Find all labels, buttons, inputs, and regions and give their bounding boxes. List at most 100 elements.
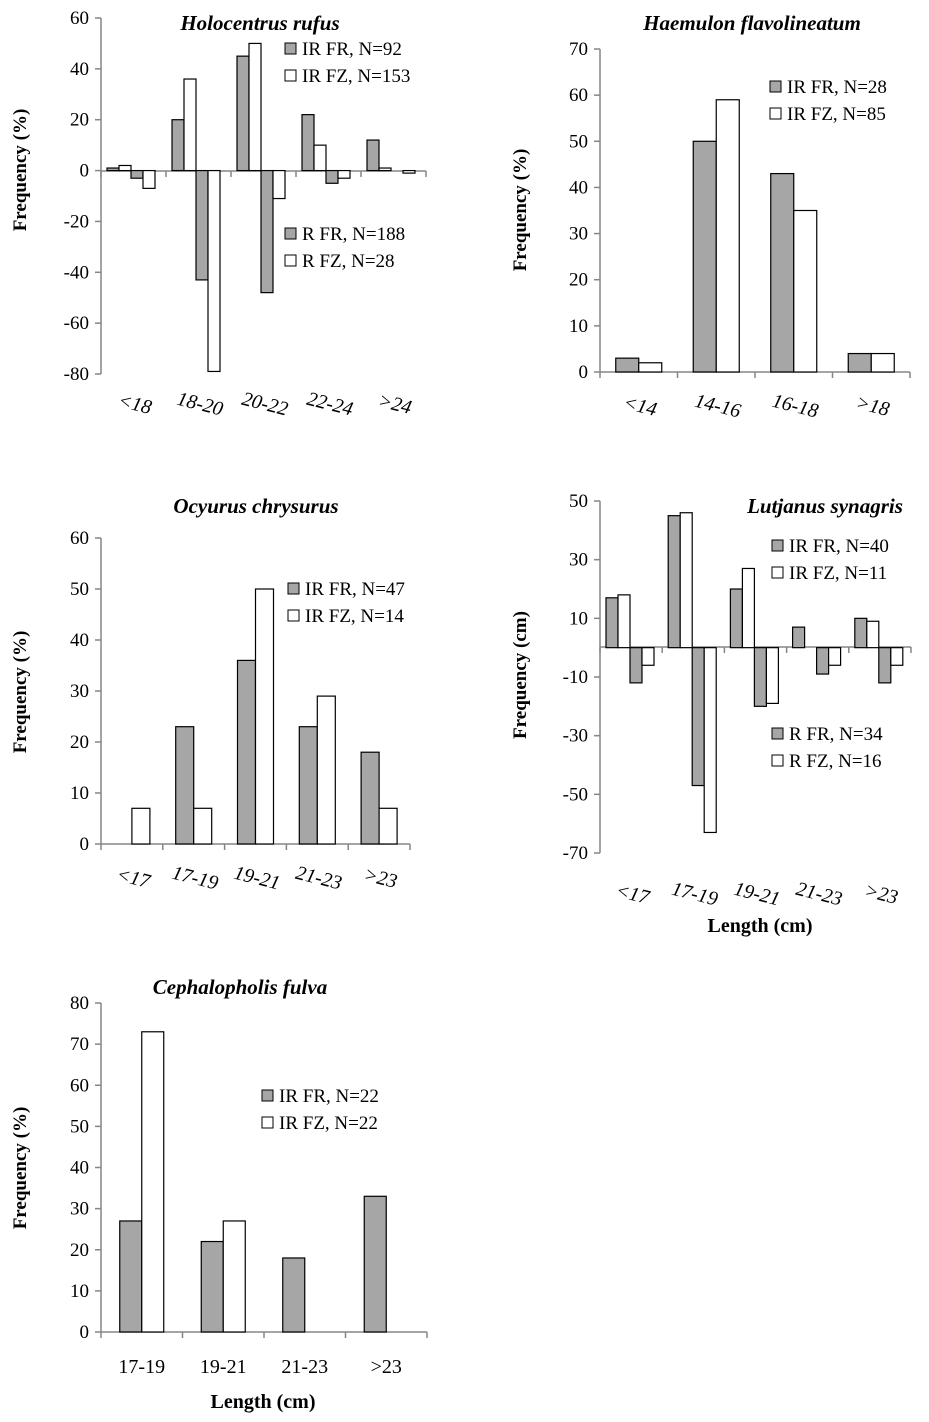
legend-label: R FR, N=188 <box>302 224 405 245</box>
bar <box>272 169 286 200</box>
bar <box>325 169 339 184</box>
legend-swatch <box>284 254 297 267</box>
bar <box>366 139 380 172</box>
y-tick-label: -80 <box>64 364 89 385</box>
legend-swatch <box>287 609 300 622</box>
bar <box>118 164 132 172</box>
y-tick-label: 50 <box>70 1116 89 1137</box>
bar <box>195 169 209 281</box>
bar <box>753 647 767 707</box>
bar <box>131 807 151 845</box>
chart-cephalopholis-fulva: Cephalopholis fulva Frequency (%) Length… <box>0 950 470 1417</box>
y-tick-label: 20 <box>70 110 89 131</box>
x-category-label: 21-23 <box>293 862 344 895</box>
bar <box>236 659 257 845</box>
bar <box>729 588 743 649</box>
bar <box>679 512 693 649</box>
bar <box>337 169 351 179</box>
y-tick-label: -20 <box>64 211 89 232</box>
y-tick-label: 30 <box>70 681 89 702</box>
y-axis-label: Frequency (%) <box>10 631 31 754</box>
bar <box>175 726 195 845</box>
bar <box>816 647 830 675</box>
bar <box>248 42 262 172</box>
x-category-label: 17-19 <box>170 862 221 895</box>
x-axis-label: Length (cm) <box>211 1391 316 1413</box>
bar <box>691 647 705 787</box>
y-axis-label: Frequency (%) <box>10 109 31 232</box>
legend-swatch <box>769 80 782 93</box>
x-category-label: <18 <box>116 389 154 418</box>
x-category-label: 21-23 <box>794 878 845 911</box>
bar <box>847 352 872 373</box>
x-category-label: 16-18 <box>770 390 821 423</box>
legend-swatch <box>287 582 300 595</box>
legend-swatch <box>284 42 297 55</box>
x-category-label: 14-16 <box>692 390 743 423</box>
y-tick-label: 40 <box>70 1158 89 1179</box>
legend-label: IR FZ, N=85 <box>787 104 886 125</box>
y-tick-label: 0 <box>80 834 90 855</box>
bar <box>793 209 818 373</box>
x-category-label: 17-19 <box>118 1356 165 1378</box>
legend-swatch <box>771 539 784 552</box>
x-category-label: 21-23 <box>281 1356 328 1378</box>
x-category-label: 19-21 <box>200 1356 247 1378</box>
x-category-label: 19-21 <box>232 862 283 895</box>
bar <box>715 99 740 373</box>
y-tick-label: 20 <box>70 1240 89 1261</box>
chart-haemulon-svg: Haemulon flavolineatum Frequency (%) 70 6… <box>510 11 911 423</box>
x-category-label: >24 <box>376 389 414 418</box>
x-category-label: 17-19 <box>669 878 720 911</box>
x-category-label: 19-21 <box>732 878 783 911</box>
bar <box>142 169 156 189</box>
chart-title: Haemulon flavolineatum <box>642 11 861 35</box>
legend-swatch <box>284 69 297 82</box>
y-axis-label: Frequency (%) <box>10 1107 31 1230</box>
legend-label: R FR, N=34 <box>789 724 883 745</box>
bar <box>402 169 416 174</box>
x-axis-label: Length (cm) <box>708 915 813 937</box>
y-tick-label: 60 <box>70 8 89 29</box>
bar <box>615 357 640 373</box>
y-axis-label: Frequency (cm) <box>510 611 531 739</box>
bar <box>667 515 681 649</box>
bar <box>765 647 779 705</box>
y-tick-label: 0 <box>80 1322 90 1343</box>
legend-label: IR FR, N=28 <box>787 77 887 98</box>
bar <box>870 352 895 373</box>
legend-label: IR FZ, N=14 <box>305 606 404 627</box>
y-tick-label: 60 <box>70 528 89 549</box>
y-tick-label: -60 <box>64 313 89 334</box>
y-tick-label: 10 <box>70 783 89 804</box>
legend-swatch <box>284 227 297 240</box>
x-category-label: <17 <box>114 863 153 893</box>
x-category-label: 22-24 <box>305 388 356 421</box>
y-tick-label: 0 <box>80 161 90 182</box>
chart-title: Cephalopholis fulva <box>153 975 327 999</box>
chart-haemulon-flavolineatum: Haemulon flavolineatum Frequency (%) 70 6… <box>470 0 929 460</box>
x-category-label: >23 <box>862 879 900 908</box>
x-category-label: >23 <box>371 1356 402 1378</box>
bar <box>301 114 315 172</box>
x-category-label: <17 <box>614 879 653 909</box>
bar <box>703 647 717 834</box>
y-tick-label: 40 <box>70 59 89 80</box>
legend-swatch <box>771 727 784 740</box>
y-tick-label: -70 <box>563 843 588 864</box>
chart-title: Holocentrus rufus <box>179 11 339 35</box>
bar <box>629 647 643 684</box>
bar <box>207 169 221 373</box>
bar <box>316 695 336 845</box>
bar <box>193 807 213 845</box>
y-tick-label: 60 <box>70 1075 89 1096</box>
x-category-label: 20-22 <box>240 388 291 421</box>
bar <box>770 172 795 373</box>
bar <box>692 140 717 373</box>
bar <box>741 567 755 649</box>
legend-label: IR FZ, N=22 <box>279 1113 378 1134</box>
chart-lutjanus-synagris: Lutjanus synagris Frequency (cm) Length … <box>470 460 929 950</box>
bar <box>222 1220 246 1333</box>
chart-title: Lutjanus synagris <box>746 494 903 518</box>
y-tick-label: 10 <box>569 316 588 337</box>
